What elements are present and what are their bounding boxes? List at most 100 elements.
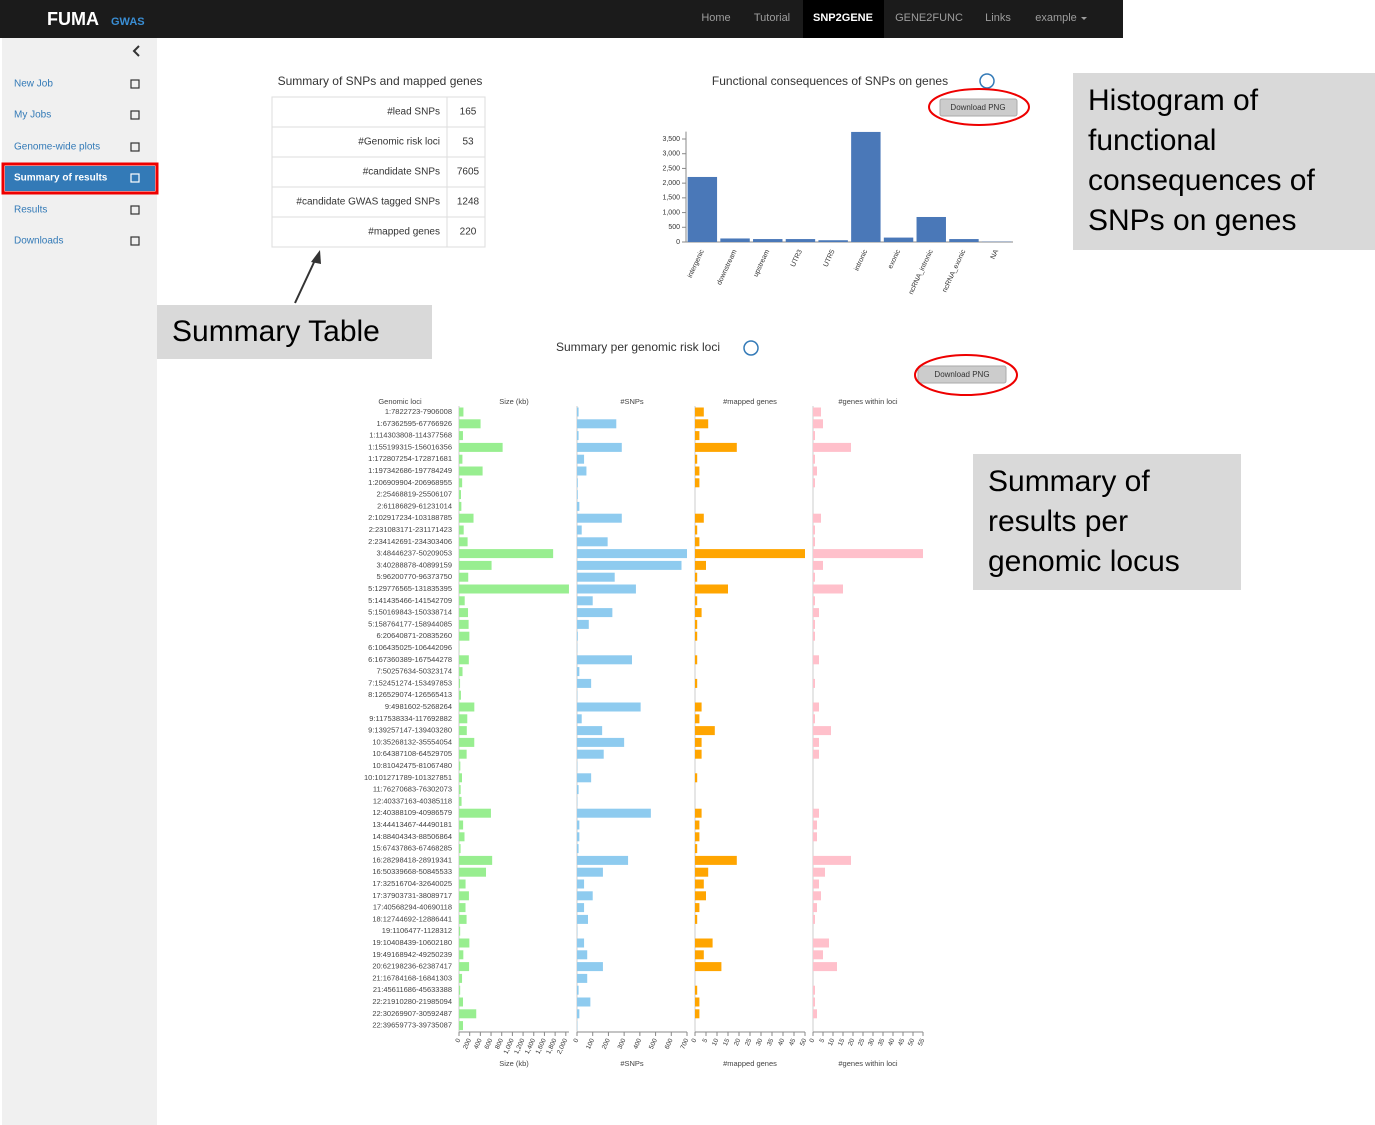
locus-label: 19:49168942-49250239 bbox=[372, 950, 452, 959]
bar bbox=[813, 914, 815, 924]
table-value: 165 bbox=[460, 107, 477, 118]
bar bbox=[695, 749, 702, 759]
table-label: #Genomic risk loci bbox=[358, 137, 440, 148]
bar bbox=[577, 513, 622, 523]
nav-link[interactable]: Tutorial bbox=[754, 12, 790, 24]
button-label[interactable]: Download PNG bbox=[950, 103, 1005, 112]
highlight-circle bbox=[914, 354, 1018, 396]
bar bbox=[459, 678, 461, 688]
bar bbox=[695, 431, 700, 441]
bar bbox=[577, 655, 632, 665]
bar bbox=[459, 714, 468, 724]
bar bbox=[813, 584, 843, 594]
sidebar bbox=[2, 38, 157, 1125]
bar bbox=[459, 431, 463, 441]
bar bbox=[459, 973, 463, 983]
locus-label: 3:48446237-50209053 bbox=[377, 549, 453, 558]
bar bbox=[577, 962, 603, 972]
bar bbox=[695, 808, 702, 818]
locus-label: 1:114303808-114377568 bbox=[369, 431, 452, 440]
locus-label: 2:234142691-234303406 bbox=[368, 537, 452, 546]
chart-title: Summary per genomic risk loci bbox=[556, 340, 720, 354]
bar bbox=[459, 631, 470, 641]
chart-title: Functional consequences of SNPs on genes bbox=[712, 74, 948, 88]
bar bbox=[813, 596, 815, 606]
bar bbox=[813, 454, 815, 464]
locus-label: 11:76270683-76302073 bbox=[373, 785, 452, 794]
locus-label: 2:61186829-61231014 bbox=[377, 501, 452, 510]
x-tick-label: 0 bbox=[690, 1037, 698, 1044]
bar bbox=[813, 985, 815, 995]
bar bbox=[459, 549, 554, 559]
locus-label: 9:139257147-139403280 bbox=[368, 726, 452, 735]
bar bbox=[459, 407, 464, 417]
nav-link[interactable]: Home bbox=[701, 12, 730, 24]
bar bbox=[577, 490, 578, 500]
sidebar-item[interactable]: Downloads bbox=[14, 236, 63, 247]
help-icon[interactable] bbox=[743, 340, 759, 356]
bar bbox=[577, 442, 622, 452]
nav-link[interactable]: Links bbox=[985, 12, 1011, 24]
locus-label: 1:67362595-67766926 bbox=[377, 419, 453, 428]
locus-label: 1:7822723-7906008 bbox=[385, 407, 452, 416]
bar bbox=[577, 879, 585, 889]
locus-label: 10:101271789-101327851 bbox=[364, 773, 452, 782]
bar bbox=[813, 749, 819, 759]
arrow bbox=[294, 257, 317, 304]
sidebar-item[interactable]: Summary of results bbox=[14, 173, 108, 184]
bar bbox=[459, 737, 475, 747]
x-tick-label: 20 bbox=[733, 1037, 743, 1047]
bar bbox=[459, 808, 491, 818]
bar bbox=[577, 714, 582, 724]
bar bbox=[695, 938, 713, 948]
bar bbox=[813, 478, 815, 488]
sidebar-item[interactable]: New Job bbox=[14, 79, 53, 90]
bar bbox=[695, 537, 700, 547]
logo: FUMA bbox=[47, 9, 99, 29]
bar bbox=[695, 726, 715, 736]
locus-label: 17:32516704-32640025 bbox=[372, 879, 452, 888]
x-tick-label: UTR5 bbox=[823, 249, 837, 269]
button-label[interactable]: Download PNG bbox=[934, 370, 989, 379]
x-tick-label: UTR3 bbox=[790, 249, 804, 269]
bar bbox=[813, 891, 821, 901]
bar bbox=[459, 655, 469, 665]
locus-label: 17:37903731-38089717 bbox=[372, 891, 452, 900]
bar bbox=[577, 985, 579, 995]
nav-link[interactable]: SNP2GENE bbox=[813, 12, 873, 24]
bar bbox=[459, 820, 464, 830]
download-button[interactable] bbox=[917, 365, 1007, 384]
sidebar-item[interactable]: Results bbox=[14, 205, 47, 216]
x-tick-label: 5 bbox=[818, 1037, 826, 1044]
sidebar-item[interactable]: My Jobs bbox=[14, 110, 51, 121]
bar bbox=[459, 867, 487, 877]
nav-link[interactable]: GENE2FUNC bbox=[895, 12, 963, 24]
download-button[interactable] bbox=[939, 98, 1018, 117]
bar bbox=[577, 867, 603, 877]
bar bbox=[813, 726, 831, 736]
bar bbox=[695, 655, 698, 665]
nav-user[interactable]: example bbox=[1035, 12, 1077, 24]
bar bbox=[459, 903, 466, 913]
bar bbox=[813, 431, 815, 441]
bar bbox=[459, 938, 470, 948]
bar bbox=[459, 690, 461, 700]
x-tick-label: 5 bbox=[701, 1037, 709, 1044]
collapse-icon[interactable] bbox=[132, 45, 140, 57]
bar bbox=[695, 572, 698, 582]
sidebar-item[interactable]: Genome-wide plots bbox=[14, 142, 100, 153]
bar bbox=[695, 631, 698, 641]
locus-label: 12:40337163-40385118 bbox=[373, 796, 452, 805]
x-tick-label: 10 bbox=[711, 1037, 721, 1047]
bar bbox=[949, 239, 979, 242]
x-tick-label: ncRNA_intronic bbox=[908, 248, 935, 295]
bar bbox=[577, 808, 651, 818]
sidebar-icon bbox=[130, 79, 140, 89]
help-icon[interactable] bbox=[979, 73, 995, 89]
bar bbox=[813, 950, 823, 960]
bar bbox=[695, 844, 698, 854]
bar bbox=[577, 431, 579, 441]
locus-label: 3:40288878-40899159 bbox=[377, 560, 453, 569]
x-tick-label: 400 bbox=[473, 1037, 484, 1050]
